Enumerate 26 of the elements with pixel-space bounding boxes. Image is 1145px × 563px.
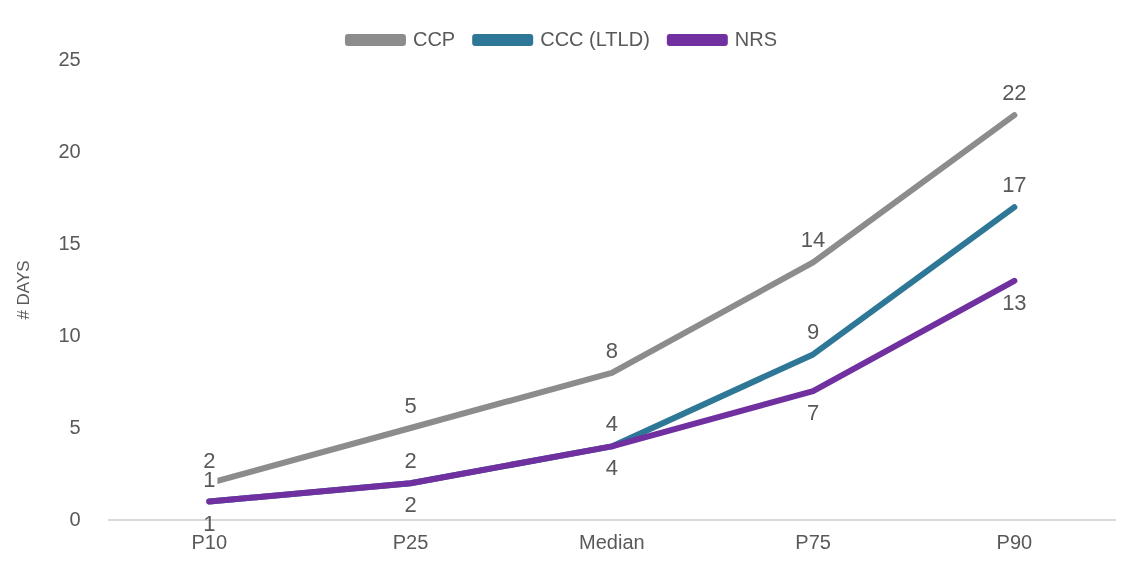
x-tick-label: Median	[579, 530, 645, 553]
legend-label: NRS	[734, 27, 778, 50]
data-label: 7	[806, 400, 820, 426]
data-label: 14	[800, 227, 826, 253]
y-tick-label: 15	[58, 231, 81, 254]
y-tick-label: 5	[69, 415, 81, 438]
data-label: 8	[605, 337, 618, 363]
data-label: 22	[1002, 80, 1027, 106]
data-label: 4	[605, 455, 618, 481]
y-axis-title: # DAYS	[13, 260, 33, 320]
legend-label: CCP	[412, 27, 456, 50]
data-label: 9	[806, 319, 820, 345]
y-tick-label: 10	[58, 323, 81, 346]
legend-label: CCC (LTLD)	[540, 27, 650, 50]
data-label: 13	[1002, 289, 1027, 315]
data-label: 17	[1002, 172, 1027, 198]
data-label: 2	[404, 448, 417, 474]
y-tick-label: 20	[58, 139, 81, 162]
x-tick-label: P25	[392, 530, 429, 553]
x-tick-label: P90	[996, 530, 1033, 553]
y-tick-label: 25	[58, 47, 81, 70]
data-label: 2	[404, 492, 417, 518]
data-label: 5	[404, 393, 417, 419]
x-tick-label: P75	[795, 530, 831, 553]
y-tick-label: 0	[69, 507, 81, 530]
data-label: 4	[605, 411, 618, 437]
